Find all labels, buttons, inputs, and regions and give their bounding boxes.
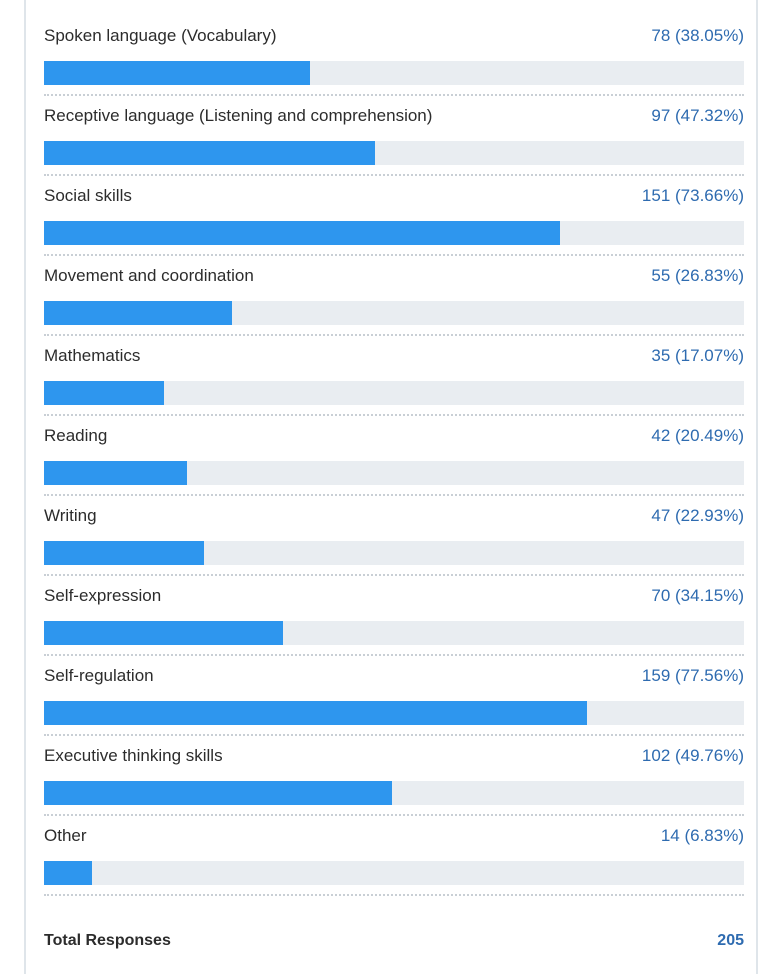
bar-row: Social skills 151 (73.66%) <box>44 176 744 256</box>
category-label: Self-regulation <box>44 666 154 685</box>
bar-track <box>44 221 744 245</box>
row-divider <box>44 654 744 656</box>
bar <box>44 381 164 405</box>
total-responses-label: Total Responses <box>44 932 171 949</box>
bar-row: Self-expression 70 (34.15%) <box>44 576 744 656</box>
bar-track <box>44 141 744 165</box>
row-divider <box>44 814 744 816</box>
bar <box>44 301 232 325</box>
value-label: 35 (17.07%) <box>651 346 744 365</box>
bar-track <box>44 781 744 805</box>
bar <box>44 461 188 485</box>
row-divider <box>44 734 744 736</box>
bar-row: Receptive language (Listening and compre… <box>44 96 744 176</box>
row-divider <box>44 574 744 576</box>
bar-row: Self-regulation 159 (77.56%) <box>44 656 744 736</box>
row-divider <box>44 414 744 416</box>
category-label: Other <box>44 826 87 845</box>
value-label: 159 (77.56%) <box>641 666 744 685</box>
category-label: Mathematics <box>44 346 141 365</box>
bar-track <box>44 381 744 405</box>
bar-row: Mathematics 35 (17.07%) <box>44 336 744 416</box>
value-label: 97 (47.32%) <box>651 106 744 125</box>
bar <box>44 541 205 565</box>
category-label: Spoken language (Vocabulary) <box>44 26 277 45</box>
bar-track <box>44 461 744 485</box>
category-label: Self-expression <box>44 586 162 605</box>
bar <box>44 861 92 885</box>
category-label: Writing <box>44 506 97 525</box>
row-divider <box>44 174 744 176</box>
category-label: Movement and coordination <box>44 266 254 285</box>
total-responses-value: 205 <box>717 932 744 949</box>
value-label: 47 (22.93%) <box>651 506 744 525</box>
bar <box>44 781 393 805</box>
bar-track <box>44 701 744 725</box>
bar-row: Writing 47 (22.93%) <box>44 496 744 576</box>
value-label: 14 (6.83%) <box>660 826 744 845</box>
category-label: Receptive language (Listening and compre… <box>44 106 433 125</box>
value-label: 78 (38.05%) <box>651 26 744 45</box>
total-responses-row: Total Responses 205 <box>44 932 744 956</box>
row-divider <box>44 494 744 496</box>
bar-row: Movement and coordination 55 (26.83%) <box>44 256 744 336</box>
results-panel: Spoken language (Vocabulary) 78 (38.05%) R… <box>24 0 758 974</box>
bar <box>44 61 311 85</box>
bar-track <box>44 621 744 645</box>
value-label: 55 (26.83%) <box>651 266 744 285</box>
category-label: Executive thinking skills <box>44 746 223 765</box>
value-label: 102 (49.76%) <box>641 746 744 765</box>
bar <box>44 621 284 645</box>
bar <box>44 701 587 725</box>
value-label: 151 (73.66%) <box>641 186 744 205</box>
bar-row: Reading 42 (20.49%) <box>44 416 744 496</box>
row-divider <box>44 94 744 96</box>
bar-rows: Spoken language (Vocabulary) 78 (38.05%) R… <box>44 16 744 896</box>
row-divider <box>44 334 744 336</box>
row-divider <box>44 254 744 256</box>
bar <box>44 221 560 245</box>
bar-track <box>44 61 744 85</box>
value-label: 70 (34.15%) <box>651 586 744 605</box>
bar-row: Spoken language (Vocabulary) 78 (38.05%) <box>44 16 744 96</box>
category-label: Social skills <box>44 186 132 205</box>
bar-track <box>44 541 744 565</box>
bar-row: Other 14 (6.83%) <box>44 816 744 896</box>
bar-track <box>44 861 744 885</box>
bar-row: Executive thinking skills 102 (49.76%) <box>44 736 744 816</box>
row-divider <box>44 894 744 896</box>
category-label: Reading <box>44 426 108 445</box>
value-label: 42 (20.49%) <box>651 426 744 445</box>
bar-track <box>44 301 744 325</box>
bar <box>44 141 376 165</box>
